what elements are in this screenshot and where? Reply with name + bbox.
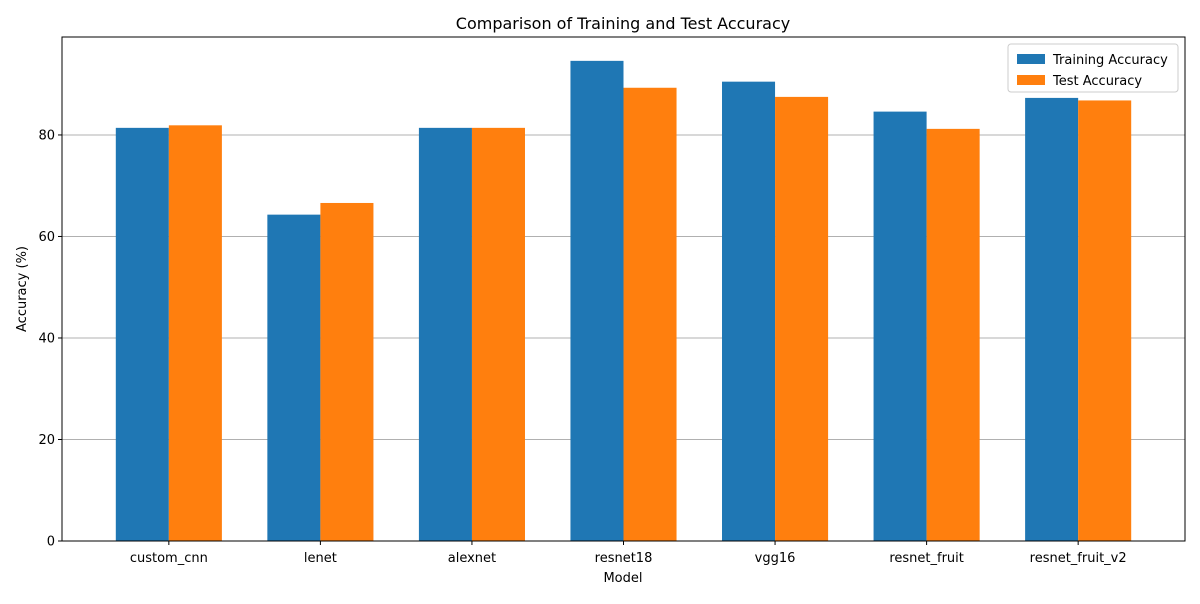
y-tick-label: 20 bbox=[38, 433, 55, 448]
x-axis: custom_cnn lenet alexnet resnet18 vgg16 resne… bbox=[130, 541, 1127, 566]
bar-training-custom_cnn bbox=[115, 127, 169, 542]
y-tick-label: 40 bbox=[38, 331, 55, 346]
y-axis-label: Accuracy (%) bbox=[15, 246, 30, 332]
legend-swatch bbox=[1017, 54, 1045, 64]
bar-test-custom_cnn bbox=[168, 125, 222, 541]
bar-training-alexnet bbox=[418, 127, 472, 542]
y-axis: 0 20 40 60 80 bbox=[38, 128, 62, 550]
x-axis-label: Model bbox=[603, 571, 642, 586]
legend-label: Test Accuracy bbox=[1052, 74, 1142, 89]
bar-test-resnet18 bbox=[623, 87, 677, 542]
chart-title: Comparison of Training and Test Accuracy bbox=[456, 14, 790, 33]
y-tick-label: 60 bbox=[38, 230, 55, 245]
legend-swatch bbox=[1017, 75, 1045, 85]
bar-training-lenet bbox=[267, 214, 321, 542]
legend-label: Training Accuracy bbox=[1052, 53, 1168, 68]
bar-test-resnet_fruit_v2 bbox=[1078, 100, 1132, 542]
bar-training-resnet_fruit bbox=[873, 111, 927, 541]
bar-training-resnet_fruit_v2 bbox=[1025, 97, 1079, 541]
bar-test-resnet_fruit bbox=[926, 128, 980, 541]
x-tick-label: lenet bbox=[304, 551, 337, 566]
y-tick-label: 80 bbox=[38, 128, 55, 143]
legend-box bbox=[1007, 43, 1179, 93]
legend: Training Accuracy Test Accuracy bbox=[1007, 43, 1179, 93]
x-tick-label: vgg16 bbox=[755, 551, 796, 566]
x-tick-label: custom_cnn bbox=[130, 551, 208, 566]
y-tick-label: 0 bbox=[47, 535, 55, 550]
x-tick-label: resnet_fruit bbox=[889, 551, 964, 566]
bar-training-resnet18 bbox=[570, 60, 624, 542]
x-tick-label: resnet18 bbox=[595, 551, 653, 566]
bar-test-alexnet bbox=[471, 127, 525, 542]
bar-test-lenet bbox=[320, 202, 374, 541]
x-tick-label: resnet_fruit_v2 bbox=[1030, 551, 1127, 566]
bar-training-vgg16 bbox=[722, 81, 776, 542]
bar-test-vgg16 bbox=[775, 96, 829, 541]
x-tick-label: alexnet bbox=[448, 551, 496, 566]
bars-layer bbox=[115, 60, 1132, 542]
